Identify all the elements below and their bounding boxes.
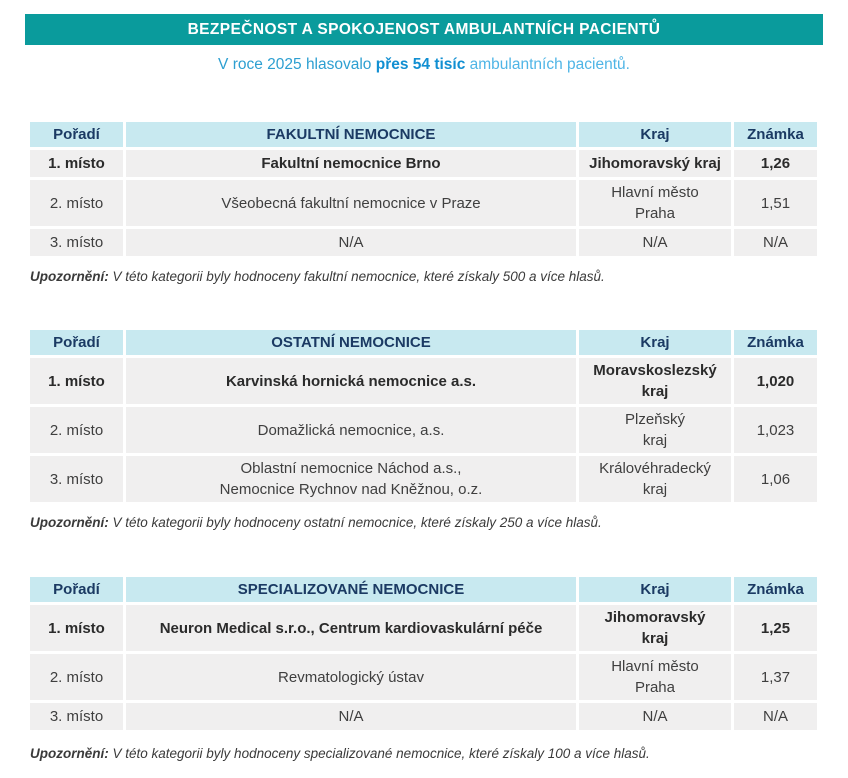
hospital-name-cell: Neuron Medical s.r.o., Centrum kardiovas… [126, 605, 576, 651]
column-header-category: SPECIALIZOVANÉ NEMOCNICE [126, 577, 576, 602]
rank-cell: 3. místo [30, 456, 123, 502]
note-label: Upozornění: [30, 269, 109, 284]
page-title-banner: BEZPEČNOST A SPOKOJENOST AMBULANTNÍCH PA… [25, 14, 823, 45]
hospital-name-cell: Všeobecná fakultní nemocnice v Praze [126, 180, 576, 226]
grade-cell: 1,06 [734, 456, 817, 502]
region-cell: Hlavní město Praha [579, 654, 731, 700]
column-header-grade: Známka [734, 122, 817, 147]
page-title: BEZPEČNOST A SPOKOJENOST AMBULANTNÍCH PA… [187, 20, 661, 38]
region-cell: Jihomoravský kraj [579, 605, 731, 651]
grade-cell: 1,023 [734, 407, 817, 453]
table-fakultni-nemocnice: Pořadí FAKULTNÍ NEMOCNICE Kraj Známka 1.… [30, 122, 817, 256]
region-cell: N/A [579, 703, 731, 730]
region-cell: Královéhradecký kraj [579, 456, 731, 502]
rank-cell: 1. místo [30, 605, 123, 651]
rank-cell: 3. místo [30, 229, 123, 256]
note-specializovane: Upozornění: V této kategorii byly hodnoc… [30, 745, 848, 762]
rank-cell: 1. místo [30, 150, 123, 177]
region-cell: Plzeňský kraj [579, 407, 731, 453]
subtitle-highlight: přes 54 tisíc [375, 56, 466, 73]
subtitle-prefix: V roce 2025 hlasovalo [218, 56, 376, 73]
region-cell: Moravskoslezský kraj [579, 358, 731, 404]
rank-cell: 2. místo [30, 407, 123, 453]
hospital-name-cell: Oblastní nemocnice Náchod a.s., Nemocnic… [126, 456, 576, 502]
column-header-region: Kraj [579, 577, 731, 602]
column-header-category: OSTATNÍ NEMOCNICE [126, 330, 576, 355]
rank-cell: 2. místo [30, 180, 123, 226]
column-header-rank: Pořadí [30, 577, 123, 602]
hospital-name-cell: Domažlická nemocnice, a.s. [126, 407, 576, 453]
column-header-region: Kraj [579, 122, 731, 147]
grade-cell: 1,51 [734, 180, 817, 226]
hospital-name-cell: Karvinská hornická nemocnice a.s. [126, 358, 576, 404]
note-ostatni: Upozornění: V této kategorii byly hodnoc… [30, 514, 848, 531]
subtitle-suffix: ambulantních pacientů. [465, 56, 630, 73]
hospital-name-cell: Fakultní nemocnice Brno [126, 150, 576, 177]
rank-cell: 2. místo [30, 654, 123, 700]
hospital-name-cell: Revmatologický ústav [126, 654, 576, 700]
note-label: Upozornění: [30, 515, 109, 530]
note-text: V této kategorii byly hodnoceny ostatní … [108, 515, 602, 530]
column-header-rank: Pořadí [30, 122, 123, 147]
note-text: V této kategorii byly hodnoceny speciali… [108, 746, 650, 761]
rank-cell: 1. místo [30, 358, 123, 404]
column-header-grade: Známka [734, 330, 817, 355]
table-specializovane-nemocnice: Pořadí SPECIALIZOVANÉ NEMOCNICE Kraj Zná… [30, 577, 817, 730]
table-ostatni-nemocnice: Pořadí OSTATNÍ NEMOCNICE Kraj Známka 1. … [30, 330, 817, 502]
region-cell: Hlavní město Praha [579, 180, 731, 226]
column-header-category: FAKULTNÍ NEMOCNICE [126, 122, 576, 147]
region-cell: Jihomoravský kraj [579, 150, 731, 177]
grade-cell: 1,37 [734, 654, 817, 700]
grade-cell: 1,25 [734, 605, 817, 651]
region-cell: N/A [579, 229, 731, 256]
note-fakultni: Upozornění: V této kategorii byly hodnoc… [30, 268, 848, 285]
grade-cell: N/A [734, 229, 817, 256]
grade-cell: N/A [734, 703, 817, 730]
column-header-region: Kraj [579, 330, 731, 355]
note-text: V této kategorii byly hodnoceny fakultní… [108, 269, 605, 284]
column-header-rank: Pořadí [30, 330, 123, 355]
grade-cell: 1,020 [734, 358, 817, 404]
hospital-name-cell: N/A [126, 703, 576, 730]
hospital-name-cell: N/A [126, 229, 576, 256]
rank-cell: 3. místo [30, 703, 123, 730]
column-header-grade: Známka [734, 577, 817, 602]
grade-cell: 1,26 [734, 150, 817, 177]
note-label: Upozornění: [30, 746, 109, 761]
subtitle: V roce 2025 hlasovalo přes 54 tisíc ambu… [0, 56, 848, 74]
